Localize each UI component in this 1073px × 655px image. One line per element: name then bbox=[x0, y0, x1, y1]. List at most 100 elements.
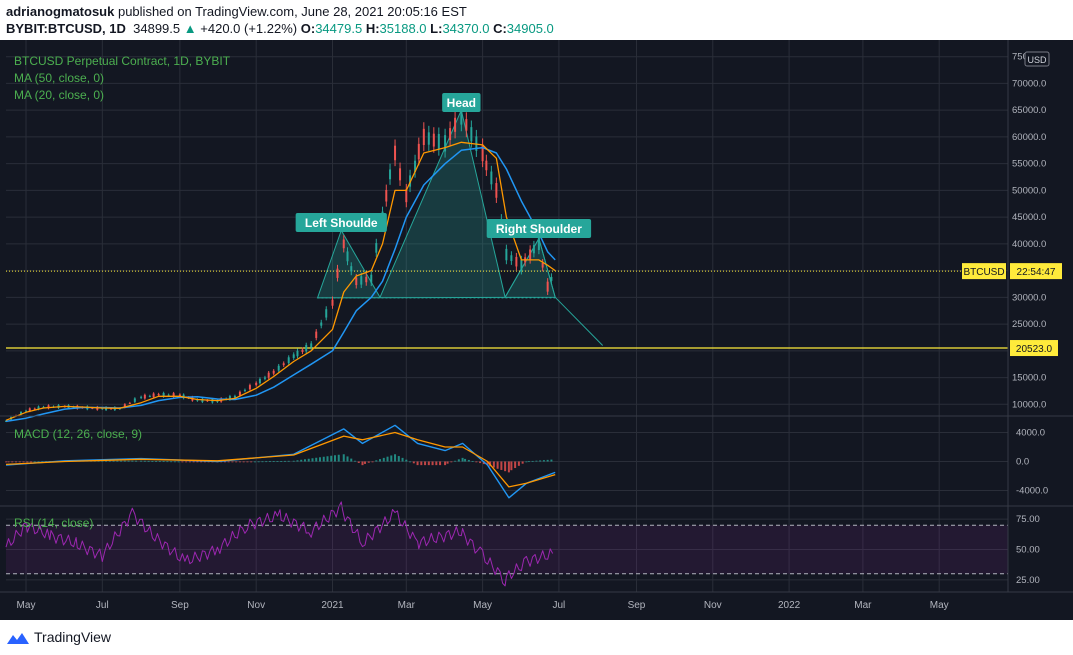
high-value: 35188.0 bbox=[379, 21, 427, 36]
price-candle-body bbox=[255, 382, 258, 386]
symbol-tag: BTCUSD bbox=[963, 267, 1004, 278]
macd-histogram-bar bbox=[504, 461, 507, 472]
price-candle-body bbox=[389, 169, 392, 180]
macd-histogram-bar bbox=[521, 461, 524, 464]
macd-histogram-bar bbox=[280, 460, 283, 462]
price-candle-body bbox=[470, 127, 473, 142]
y-tick-label: 55000.0 bbox=[1012, 159, 1046, 170]
countdown-tag-bg bbox=[1010, 263, 1062, 280]
macd-histogram-bar bbox=[371, 461, 374, 463]
macd-histogram-bar bbox=[135, 460, 138, 462]
support-tag: 20523.0 bbox=[1016, 344, 1053, 355]
price-candle-body bbox=[140, 396, 143, 398]
price-candle-body bbox=[128, 402, 131, 404]
price-candle-body bbox=[481, 144, 484, 162]
macd-histogram-bar bbox=[482, 461, 485, 465]
price-candle-body bbox=[258, 378, 261, 384]
rsi-legend: RSI (14, close) bbox=[14, 516, 93, 530]
macd-histogram-bar bbox=[207, 461, 210, 463]
macd-histogram-bar bbox=[416, 461, 419, 466]
macd-histogram-bar bbox=[131, 460, 134, 462]
head-label: Head bbox=[442, 93, 481, 112]
currency-badge[interactable]: USD bbox=[1027, 55, 1047, 65]
macd-histogram-bar bbox=[235, 461, 238, 463]
x-tick-label: Mar bbox=[854, 600, 872, 611]
macd-histogram-bar bbox=[173, 461, 176, 463]
macd-histogram-bar bbox=[30, 461, 33, 463]
symbol-label: BYBIT:BTCUSD, 1D bbox=[6, 21, 126, 36]
rsi-pane[interactable] bbox=[5, 501, 1008, 587]
price-candle-body bbox=[529, 249, 532, 260]
price-candle-body bbox=[206, 400, 209, 402]
price-candle-body bbox=[485, 160, 488, 171]
price-candle-body bbox=[490, 171, 493, 185]
macd-histogram-bar bbox=[390, 455, 393, 462]
macd-histogram-bar bbox=[18, 461, 21, 463]
price-candle-body bbox=[301, 349, 304, 352]
price-candle-body bbox=[238, 391, 241, 396]
head-shoulders-pattern bbox=[316, 108, 556, 299]
tradingview-logo-icon bbox=[7, 633, 29, 644]
y-tick-label: 65000.0 bbox=[1012, 105, 1046, 116]
price-candle-body bbox=[532, 245, 535, 254]
brand-name[interactable]: TradingView bbox=[34, 629, 112, 645]
price-candle-body bbox=[133, 398, 136, 402]
macd-histogram-bar bbox=[546, 459, 549, 462]
macd-histogram-bar bbox=[268, 461, 271, 463]
macd-pane[interactable] bbox=[5, 424, 556, 499]
macd-histogram-bar bbox=[231, 461, 234, 463]
price-candle-body bbox=[444, 135, 447, 152]
macd-histogram-bar bbox=[15, 461, 18, 463]
price-candle-body bbox=[243, 389, 246, 391]
price-candle-body bbox=[325, 309, 328, 318]
time-axis[interactable]: May Jul Sep Nov 2021 Mar May Jul Sep Nov 2022 Mar Ma… bbox=[17, 600, 949, 611]
x-tick-label: Nov bbox=[704, 600, 722, 611]
macd-histogram-bar bbox=[435, 461, 438, 466]
macd-histogram-bar bbox=[446, 461, 449, 464]
x-tick-label: May bbox=[930, 600, 949, 611]
x-tick-label: Mar bbox=[398, 600, 416, 611]
macd-histogram-bar bbox=[116, 460, 119, 462]
macd-histogram-bar bbox=[192, 461, 195, 463]
price-candle-body bbox=[37, 406, 40, 410]
macd-histogram-bar bbox=[296, 460, 299, 462]
macd-histogram-bar bbox=[401, 457, 404, 462]
price-candle-body bbox=[282, 363, 285, 366]
close-label: C: bbox=[493, 21, 507, 36]
macd-histogram bbox=[5, 454, 553, 473]
macd-histogram-bar bbox=[127, 460, 130, 462]
macd-tick-label: 0.0 bbox=[1016, 457, 1029, 468]
price-candle-body bbox=[315, 331, 318, 338]
y-tick-label: 15000.0 bbox=[1012, 373, 1046, 384]
macd-histogram-bar bbox=[525, 461, 528, 463]
macd-histogram-bar bbox=[177, 461, 180, 463]
price-candle-body bbox=[178, 394, 181, 396]
open-value: 34479.5 bbox=[315, 21, 363, 36]
macd-histogram-bar bbox=[303, 459, 306, 462]
price-candle-body bbox=[272, 370, 275, 374]
y-tick-label: 40000.0 bbox=[1012, 239, 1046, 250]
price-candle-body bbox=[101, 408, 104, 410]
macd-histogram-bar bbox=[220, 461, 223, 463]
macd-histogram-bar bbox=[41, 461, 44, 463]
ma20-line bbox=[5, 141, 556, 421]
macd-histogram-bar bbox=[158, 461, 161, 462]
macd-histogram-bar bbox=[300, 459, 303, 462]
macd-histogram-bar bbox=[101, 460, 104, 462]
y-tick-label: 45000.0 bbox=[1012, 212, 1046, 223]
author-name[interactable]: adrianogmatosuk bbox=[6, 4, 115, 19]
right-shoulder-label: Right Shoulder bbox=[486, 219, 592, 238]
price-candle-body bbox=[417, 143, 420, 160]
right-shoulder-label-text: Right Shoulder bbox=[496, 222, 582, 236]
price-candle-body bbox=[520, 259, 523, 271]
macd-histogram-bar bbox=[500, 461, 503, 470]
price-pane[interactable]: Left Shoulde Head Right Shoulder bbox=[5, 93, 1008, 423]
price-candle-body bbox=[228, 396, 231, 400]
macd-histogram-bar bbox=[200, 461, 203, 463]
macd-histogram-bar bbox=[382, 457, 385, 462]
price-axes[interactable]: 75000.070000.065000.060000.055000.050000… bbox=[0, 40, 1073, 593]
price-candle-body bbox=[541, 262, 544, 268]
ma50-legend: MA (50, close, 0) bbox=[14, 71, 104, 85]
price-candle-body bbox=[233, 395, 236, 398]
